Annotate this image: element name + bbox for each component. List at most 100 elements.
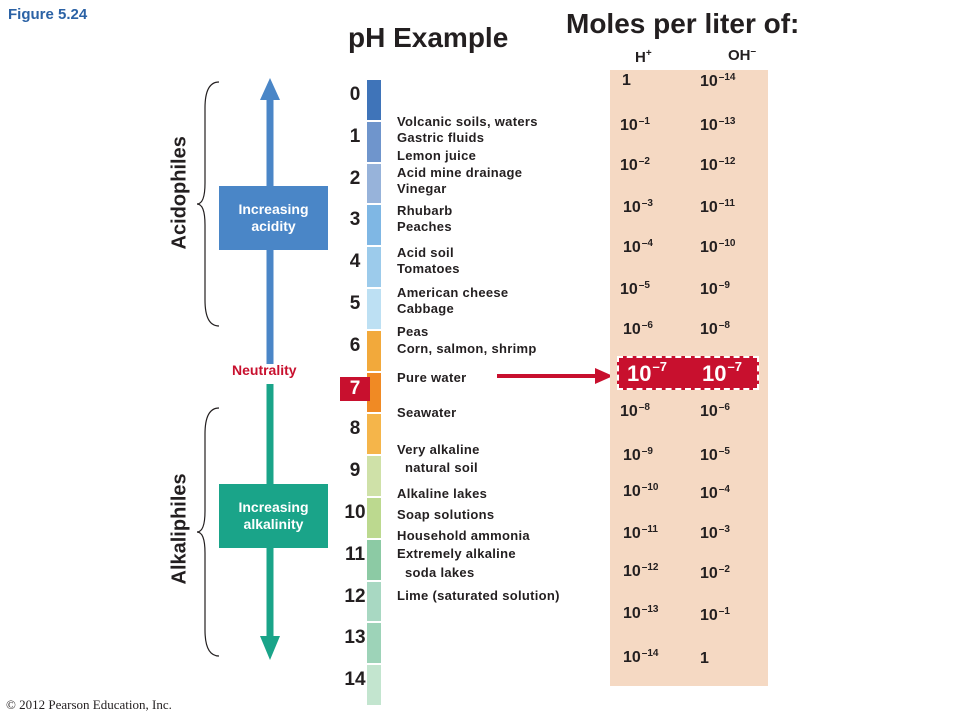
increasing-acidity-line1: Increasing [238,201,309,217]
ph-example-item: Vinegar [397,181,447,196]
increasing-acidity-line2: acidity [251,218,296,234]
h-heading-text: H+ [635,48,652,66]
oh-concentration-exponent: –12 [718,156,736,167]
oh-concentration-base: 10 [700,157,718,174]
h-concentration-exponent: –5 [638,280,650,291]
ph-example-item: soda lakes [405,565,475,580]
alkaliphiles-label: Alkaliphiles [168,473,191,585]
ph-value-2: 2 [349,167,361,189]
ph-value-4: 4 [349,251,361,273]
h-concentration-base: 10 [627,361,652,386]
ph-value-1: 1 [349,125,361,147]
oh-concentration-ph-6: 10–8 [700,320,730,339]
h-concentration-exponent: –10 [641,482,659,493]
oh-concentration-ph-0: 10–14 [700,72,735,91]
ph-segment-4 [367,247,381,287]
oh-concentration-ph-12: 10–2 [700,564,730,583]
ph-example-item: Alkaline lakes [397,486,488,501]
h-concentration-ph-13: 10–13 [623,604,658,623]
oh-concentration-exponent: –9 [718,280,730,291]
h-concentration-base: 1 [622,72,631,89]
ph-example-item: Rhubarb [397,203,453,218]
ph-segment-10 [367,498,381,538]
oh-concentration-ph-10: 10–4 [700,484,730,503]
h-concentration-base: 10 [623,239,641,256]
oh-concentration-base: 10 [700,199,718,216]
neutrality-label: Neutrality [232,362,297,378]
oh-concentration-ph-2: 10–12 [700,156,735,175]
ph-example-item: Peaches [397,219,452,234]
h-concentration-exponent: –11 [641,524,658,535]
h-concentration-base: 10 [623,447,641,464]
oh-concentration-exponent: –6 [718,402,730,413]
increasing-alkalinity-box: Increasing alkalinity [219,484,328,548]
h-concentration-ph-11: 10–11 [623,524,658,543]
acidophiles-brace [196,81,220,327]
ph-value-8: 8 [349,418,361,440]
ph-example-item: Gastric fluids [397,130,485,145]
h-concentration-ph-4: 10–4 [623,238,653,257]
oh-concentration-exponent: –1 [718,606,730,617]
ph-example-title: pH Example [348,22,509,53]
oh-concentration-exponent: –4 [718,484,730,495]
h-concentration-base: 10 [620,403,638,420]
oh-concentration-base: 1 [700,650,709,667]
h-concentration-ph-12: 10–12 [623,562,658,581]
oh-concentration-base: 10 [700,239,718,256]
h-concentration-exponent: –13 [641,604,659,615]
increasing-alkalinity-line1: Increasing [238,499,309,515]
oh-concentration-base: 10 [700,485,718,502]
ph-segment-11 [367,539,381,580]
ph-segment-0 [367,80,381,120]
ph-example-item: Tomatoes [397,261,460,276]
h-ion-heading: H+ [635,48,652,66]
acidophiles-label: Acidophiles [168,136,191,250]
oh-concentration-ph-8: 10–6 [700,402,730,421]
h-concentration-ph-9: 10–9 [623,446,653,465]
ph-segment-6 [367,330,381,371]
h-concentration-exponent: –2 [638,156,650,167]
oh-ion-heading: OH– [728,46,756,64]
ph-example-item: Volcanic soils, waters [397,114,538,129]
ph-example-item: Lime (saturated solution) [397,588,560,603]
h-concentration-exponent: –1 [638,116,650,127]
moles-per-liter-title: Moles per liter of: [566,8,800,39]
ph-value-7: 7 [340,376,370,401]
neutral-concentration-highlight [617,356,759,390]
h-concentration-base: 10 [623,563,641,580]
oh-concentration-base: 10 [700,403,718,420]
h-concentration-exponent: –8 [638,402,650,413]
ph-value-3: 3 [349,209,361,231]
h-concentration-ph-6: 10–6 [623,320,653,339]
increasing-alkalinity-line2: alkalinity [243,516,304,532]
increasing-acidity-box: Increasing acidity [219,186,328,250]
oh-concentration-ph-11: 10–3 [700,524,730,543]
oh-concentration-base: 10 [700,607,718,624]
oh-concentration-exponent: –11 [718,198,735,209]
oh-concentration-exponent: –5 [718,446,730,457]
oh-concentration-base: 10 [700,73,718,90]
ph-example-item: Acid soil [397,245,454,260]
ph-example-item: American cheese [397,285,509,300]
pure-water-pointer-arrow [497,368,613,384]
ph-segment-12 [367,581,381,622]
oh-concentration-base: 10 [700,525,718,542]
oh-concentration-base: 10 [700,281,718,298]
h-concentration-ph-8: 10–8 [620,402,650,421]
h-concentration-ph-5: 10–5 [620,280,650,299]
ph-value-13: 13 [344,627,366,649]
ph-value-6: 6 [349,334,361,356]
oh-concentration-exponent: –3 [718,524,730,535]
oh-concentration-ph-13: 10–1 [700,606,730,625]
ph-example-item: natural soil [405,460,478,475]
ph-example-item: Soap solutions [397,507,495,522]
h-concentration-exponent: –4 [641,238,653,249]
h-concentration-ph-3: 10–3 [623,198,653,217]
oh-concentration-exponent: –8 [718,320,730,331]
oh-concentration-ph-3: 10–11 [700,198,735,217]
ph-example-item: Pure water [397,370,467,385]
ph-example-item: Cabbage [397,301,455,316]
h-concentration-ph-14: 10–14 [623,648,658,667]
ph-value-5: 5 [349,293,361,314]
oh-concentration-ph-4: 10–10 [700,238,735,257]
